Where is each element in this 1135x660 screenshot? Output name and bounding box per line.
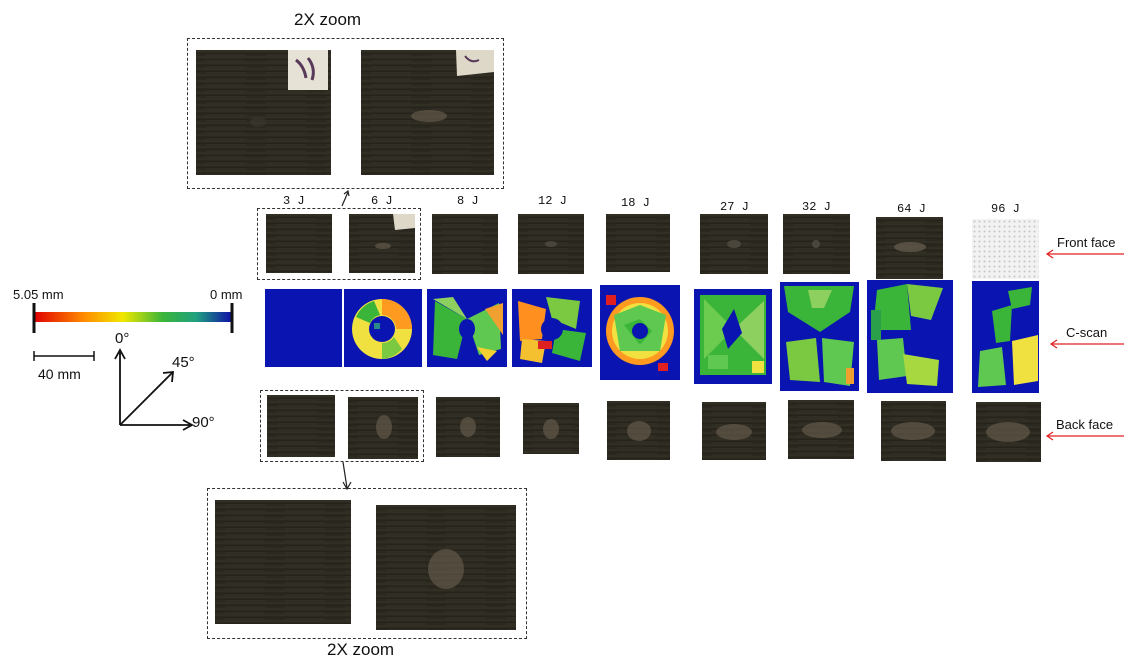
fiber-direction-axes xyxy=(114,348,194,431)
cscan-32j-image xyxy=(780,282,859,391)
energy-label: 27 J xyxy=(720,200,749,214)
front-face-arrow xyxy=(1045,249,1124,259)
front-face-label: Front face xyxy=(1057,235,1116,250)
direction-0-label: 0° xyxy=(115,330,130,347)
zoom-front-label-tag-image xyxy=(288,50,328,90)
back-face-32j-image xyxy=(788,400,854,459)
energy-label: 18 J xyxy=(621,196,650,210)
scale-bar-label: 40 mm xyxy=(38,366,81,382)
top-zoom-title: 2X zoom xyxy=(294,10,362,29)
bottom-zoom-pointer-arrow xyxy=(342,461,352,491)
cscan-label: C-scan xyxy=(1066,325,1108,340)
energy-label: 32 J xyxy=(802,200,831,214)
colorbar-max-label: 5.05 mm xyxy=(13,287,64,302)
back-zoom-selection-box xyxy=(260,390,424,462)
front-face-27j-image xyxy=(700,214,768,274)
back-face-12j-image xyxy=(523,403,579,454)
colorbar-min-label: 0 mm xyxy=(210,287,243,302)
back-face-6j-image xyxy=(348,397,418,459)
back-face-64j-image xyxy=(881,401,946,461)
energy-label: 64 J xyxy=(897,202,926,216)
front-zoom-selection-box xyxy=(257,208,421,280)
front-face-18j-image xyxy=(606,214,670,272)
bottom-zoom-title: 2X zoom xyxy=(327,640,395,659)
front-face-8j-image xyxy=(432,214,498,274)
cscan-18j-image xyxy=(600,285,680,380)
cscan-arrow xyxy=(1049,339,1124,349)
cscan-3j-image xyxy=(265,289,342,367)
cscan-64j-image xyxy=(867,280,953,393)
back-face-27j-image xyxy=(702,402,766,460)
scale-bar xyxy=(33,351,95,361)
direction-45-label: 45° xyxy=(172,354,195,371)
energy-label: 6 J xyxy=(371,194,393,208)
cscan-27j-image xyxy=(694,289,772,384)
front-face-12j-image xyxy=(518,214,584,274)
back-face-8j-image xyxy=(436,397,500,457)
back-face-3j-image xyxy=(267,395,335,457)
front-face-96j-image xyxy=(972,219,1039,279)
back-face-label: Back face xyxy=(1056,417,1114,432)
energy-label: 12 J xyxy=(538,194,567,208)
front-face-64j-image xyxy=(876,217,943,279)
bottom-zoom-box xyxy=(207,488,527,639)
energy-label: 96 J xyxy=(991,202,1020,216)
zoom-back-6j-image xyxy=(376,505,516,630)
front-face-3j-image xyxy=(266,214,332,273)
cscan-6j-image xyxy=(344,289,422,367)
direction-90-label: 90° xyxy=(192,414,215,431)
front-face-6j-image xyxy=(349,214,415,273)
cscan-8j-image xyxy=(427,289,507,367)
zoom-front-6j-image xyxy=(361,50,494,175)
back-face-arrow xyxy=(1045,431,1124,441)
zoom-back-3j-image xyxy=(215,500,351,624)
cscan-12j-image xyxy=(512,289,592,367)
colorbar xyxy=(32,303,234,333)
energy-label: 3 J xyxy=(283,194,305,208)
back-face-96j-image xyxy=(976,402,1041,462)
top-zoom-box xyxy=(187,38,504,189)
front-face-32j-image xyxy=(783,214,850,274)
back-face-18j-image xyxy=(607,401,670,460)
cscan-96j-image xyxy=(972,281,1039,393)
top-zoom-pointer-arrow xyxy=(341,189,350,207)
energy-label: 8 J xyxy=(457,194,479,208)
